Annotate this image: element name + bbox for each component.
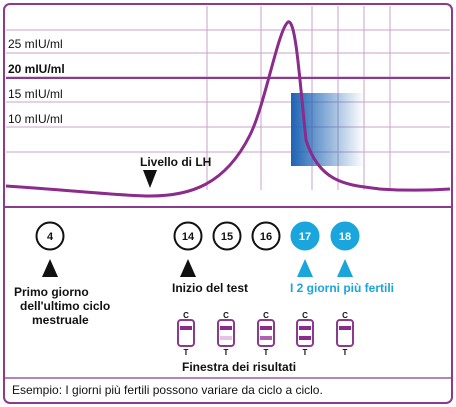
day-marker	[251, 221, 281, 251]
test-line	[180, 336, 192, 340]
day-marker	[173, 221, 203, 251]
strip-t-label: T	[184, 348, 189, 357]
control-line	[180, 326, 192, 330]
lh-pointer-arrow	[143, 170, 157, 188]
day-number: 14	[182, 231, 195, 243]
footer-note: Esempio: I giorni più fertili possono va…	[12, 383, 323, 397]
test-line	[260, 336, 272, 340]
strip-t-label: T	[224, 348, 229, 357]
strip-window	[177, 319, 195, 347]
test-start-caption: Inizio del test	[172, 281, 248, 295]
fertile-day-arrow	[337, 259, 353, 277]
test-strip: CT	[257, 311, 275, 357]
chart-grid	[6, 6, 450, 190]
strip-c-label: C	[183, 311, 189, 320]
day-marker	[212, 221, 242, 251]
day-markers: 4 14 15 16 17 18	[35, 221, 360, 277]
strip-t-label: T	[303, 348, 308, 357]
strip-c-label: C	[223, 311, 229, 320]
strip-window	[257, 319, 275, 347]
day-number: 15	[221, 231, 233, 243]
fertile-day-marker	[330, 221, 360, 251]
lh-level-curve	[5, 20, 451, 198]
lh-level-label: Livello di LH	[140, 155, 211, 169]
strip-window	[217, 319, 235, 347]
strip-t-label: T	[264, 348, 269, 357]
start-day-arrow	[42, 259, 58, 277]
day-number: 4	[47, 231, 54, 243]
start-day-caption: Primo giorno dell'ultimo ciclo mestruale	[14, 285, 114, 327]
control-line	[339, 326, 351, 330]
strip-c-label: C	[302, 311, 308, 320]
strip-t-label: T	[343, 348, 348, 357]
test-strip: CT	[296, 311, 314, 357]
day-number: 16	[260, 231, 272, 243]
fertile-day-arrow	[297, 259, 313, 277]
control-line	[220, 326, 232, 330]
start-day-caption-line-3: mestruale	[32, 313, 89, 327]
start-day-caption-line-1: Primo giorno	[14, 285, 89, 299]
y-tick-label: 10 mIU/ml	[8, 112, 63, 126]
day-number: 17	[299, 231, 311, 243]
y-tick-label: 15 mIU/ml	[8, 87, 63, 101]
test-start-arrow	[180, 259, 196, 277]
control-line	[299, 326, 311, 330]
y-tick-label: 25 mIU/ml	[8, 37, 63, 51]
fertile-day-marker	[290, 221, 320, 251]
strip-c-label: C	[263, 311, 269, 320]
results-window-caption: Finestra dei risultati	[182, 360, 296, 374]
y-tick-labels: 25 mIU/ml 20 mIU/ml 15 mIU/ml 10 mIU/ml	[6, 37, 450, 126]
test-line	[299, 336, 311, 340]
day-number: 18	[339, 231, 351, 243]
test-line	[339, 336, 351, 340]
test-strip: CT	[217, 311, 235, 357]
fertile-days-caption: I 2 giorni più fertili	[290, 281, 394, 295]
test-strip: CT	[177, 311, 195, 357]
y-tick-label: 20 mIU/ml	[8, 62, 65, 76]
strip-window	[296, 319, 314, 347]
outer-frame	[3, 3, 453, 404]
strip-window	[336, 319, 354, 347]
strip-c-label: C	[342, 311, 348, 320]
test-line	[220, 336, 232, 340]
day-marker	[35, 221, 65, 251]
start-day-caption-line-2: dell'ultimo ciclo	[20, 299, 110, 313]
test-strip: CT	[336, 311, 354, 357]
control-line	[260, 326, 272, 330]
